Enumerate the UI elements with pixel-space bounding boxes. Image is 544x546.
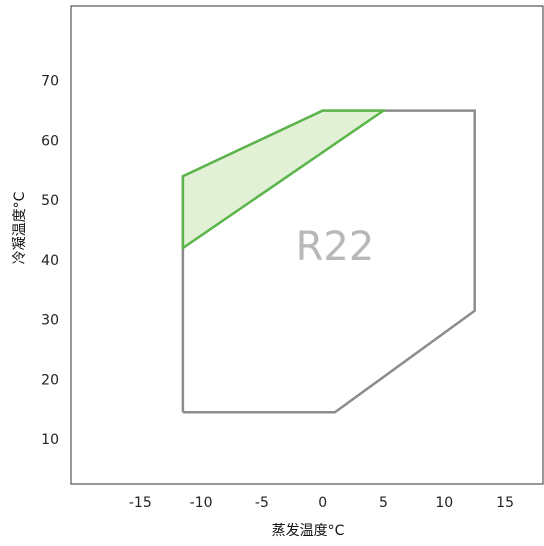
x-tick-label: 10 — [435, 495, 453, 511]
y-tick-label: 40 — [41, 253, 59, 269]
y-tick-label: 20 — [41, 372, 59, 388]
green-highlight-region — [181, 109, 388, 251]
x-axis-title: 蒸发温度°C — [272, 523, 345, 539]
x-tick-label: 15 — [496, 495, 514, 511]
y-tick-labels: 10 20 30 40 50 60 70 — [41, 74, 59, 449]
x-tick-label: -5 — [255, 495, 269, 511]
y-tick-label: 70 — [41, 74, 59, 90]
plot-frame — [70, 5, 544, 485]
x-tick-label: 0 — [318, 495, 327, 511]
x-tick-label: -10 — [190, 495, 213, 511]
x-tick-label: -15 — [129, 495, 152, 511]
x-tick-labels: -15 -10 -5 0 5 10 15 — [129, 495, 514, 511]
x-tick-label: 5 — [379, 495, 388, 511]
y-tick-label: 30 — [41, 313, 59, 329]
region-label-r22: R22 — [296, 224, 375, 270]
y-tick-label: 10 — [41, 432, 59, 448]
y-tick-label: 60 — [41, 133, 59, 149]
y-tick-label: 50 — [41, 193, 59, 209]
y-axis-title: 冷凝温度°C — [12, 191, 28, 264]
series-layer — [181, 109, 476, 414]
